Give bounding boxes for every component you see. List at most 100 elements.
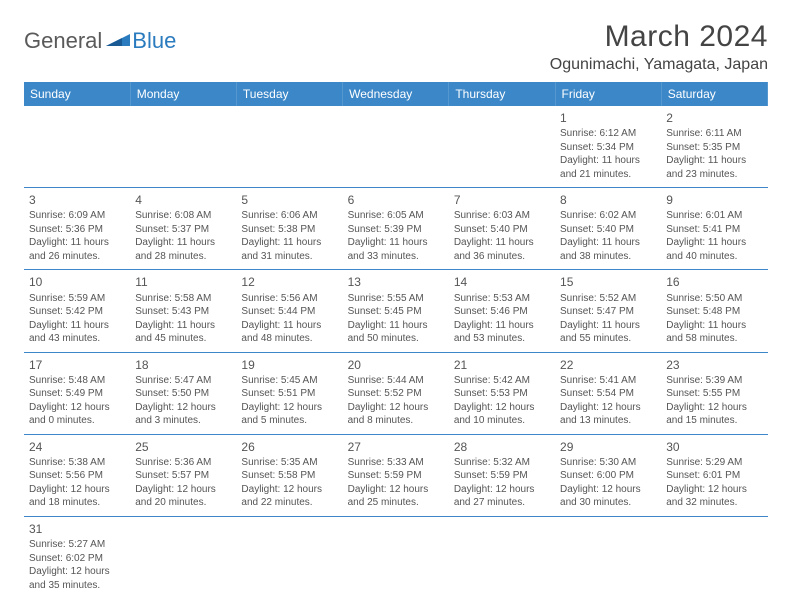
sunset-line: Sunset: 5:59 PM	[348, 469, 444, 483]
calendar-cell: 12 Sunrise: 5:56 AMSunset: 5:44 PMDayligh…	[236, 270, 342, 352]
day-number: 6	[348, 192, 444, 208]
daylight-line: Daylight: 11 hours and 36 minutes.	[454, 236, 550, 263]
page-header: General Blue March 2024 Ogunimachi, Yama…	[24, 20, 768, 74]
daylight-line: Daylight: 12 hours and 27 minutes.	[454, 483, 550, 510]
day-number: 16	[666, 274, 762, 290]
calendar-cell-empty	[343, 106, 449, 188]
calendar-cell-empty	[661, 516, 767, 598]
day-number: 13	[348, 274, 444, 290]
day-number: 8	[560, 192, 656, 208]
sunrise-line: Sunrise: 5:56 AM	[241, 292, 337, 306]
sunset-line: Sunset: 5:57 PM	[135, 469, 231, 483]
sunrise-line: Sunrise: 6:12 AM	[560, 127, 656, 141]
calendar-body: 1Sunrise: 6:12 AMSunset: 5:34 PMDaylight…	[24, 106, 768, 598]
daylight-line: Daylight: 11 hours and 40 minutes.	[666, 236, 762, 263]
sunset-line: Sunset: 5:38 PM	[241, 223, 337, 237]
day-number: 4	[135, 192, 231, 208]
sunset-line: Sunset: 5:59 PM	[454, 469, 550, 483]
daylight-line: Daylight: 12 hours and 25 minutes.	[348, 483, 444, 510]
calendar-cell: 30Sunrise: 5:29 AMSunset: 6:01 PMDayligh…	[661, 434, 767, 516]
daylight-line: Daylight: 11 hours and 50 minutes.	[348, 319, 444, 346]
day-number: 15	[560, 274, 656, 290]
day-number: 1	[560, 110, 656, 126]
day-number: 20	[348, 357, 444, 373]
calendar-cell: 2Sunrise: 6:11 AMSunset: 5:35 PMDaylight…	[661, 106, 767, 188]
sunset-line: Sunset: 5:35 PM	[666, 141, 762, 155]
calendar-cell: 5Sunrise: 6:06 AMSunset: 5:38 PMDaylight…	[236, 188, 342, 270]
day-number: 14	[454, 274, 550, 290]
calendar-cell: 19Sunrise: 5:45 AMSunset: 5:51 PMDayligh…	[236, 352, 342, 434]
sunset-line: Sunset: 5:49 PM	[29, 387, 125, 401]
calendar-cell: 4Sunrise: 6:08 AMSunset: 5:37 PMDaylight…	[130, 188, 236, 270]
day-number: 31	[29, 521, 125, 537]
sunset-line: Sunset: 6:01 PM	[666, 469, 762, 483]
sunrise-line: Sunrise: 6:01 AM	[666, 209, 762, 223]
sunrise-line: Sunrise: 5:52 AM	[560, 292, 656, 306]
daylight-line: Daylight: 11 hours and 48 minutes.	[241, 319, 337, 346]
sunrise-line: Sunrise: 5:50 AM	[666, 292, 762, 306]
daylight-line: Daylight: 11 hours and 53 minutes.	[454, 319, 550, 346]
month-title: March 2024	[550, 20, 768, 54]
calendar-cell: 22Sunrise: 5:41 AMSunset: 5:54 PMDayligh…	[555, 352, 661, 434]
calendar-header-cell: Tuesday	[236, 82, 342, 106]
calendar-cell: 28Sunrise: 5:32 AMSunset: 5:59 PMDayligh…	[449, 434, 555, 516]
daylight-line: Daylight: 12 hours and 10 minutes.	[454, 401, 550, 428]
calendar-cell-empty	[449, 516, 555, 598]
sunrise-line: Sunrise: 5:44 AM	[348, 374, 444, 388]
sunset-line: Sunset: 5:52 PM	[348, 387, 444, 401]
sunset-line: Sunset: 5:39 PM	[348, 223, 444, 237]
day-number: 10	[29, 274, 125, 290]
calendar-cell: 3Sunrise: 6:09 AMSunset: 5:36 PMDaylight…	[24, 188, 130, 270]
sunset-line: Sunset: 5:54 PM	[560, 387, 656, 401]
daylight-line: Daylight: 12 hours and 3 minutes.	[135, 401, 231, 428]
daylight-line: Daylight: 12 hours and 18 minutes.	[29, 483, 125, 510]
daylight-line: Daylight: 12 hours and 8 minutes.	[348, 401, 444, 428]
sunset-line: Sunset: 5:37 PM	[135, 223, 231, 237]
calendar-cell-empty	[555, 516, 661, 598]
sunset-line: Sunset: 5:40 PM	[560, 223, 656, 237]
sunrise-line: Sunrise: 5:41 AM	[560, 374, 656, 388]
sunrise-line: Sunrise: 6:02 AM	[560, 209, 656, 223]
day-number: 29	[560, 439, 656, 455]
daylight-line: Daylight: 11 hours and 43 minutes.	[29, 319, 125, 346]
calendar-row: 3Sunrise: 6:09 AMSunset: 5:36 PMDaylight…	[24, 188, 768, 270]
sunrise-line: Sunrise: 5:42 AM	[454, 374, 550, 388]
sunset-line: Sunset: 5:45 PM	[348, 305, 444, 319]
daylight-line: Daylight: 12 hours and 0 minutes.	[29, 401, 125, 428]
sunset-line: Sunset: 5:51 PM	[241, 387, 337, 401]
calendar-header-row: SundayMondayTuesdayWednesdayThursdayFrid…	[24, 82, 768, 106]
sunrise-line: Sunrise: 5:30 AM	[560, 456, 656, 470]
daylight-line: Daylight: 11 hours and 21 minutes.	[560, 154, 656, 181]
calendar-cell: 31Sunrise: 5:27 AMSunset: 6:02 PMDayligh…	[24, 516, 130, 598]
daylight-line: Daylight: 11 hours and 31 minutes.	[241, 236, 337, 263]
day-number: 28	[454, 439, 550, 455]
sunrise-line: Sunrise: 6:09 AM	[29, 209, 125, 223]
day-number: 9	[666, 192, 762, 208]
day-number: 12	[241, 274, 337, 290]
day-number: 11	[135, 274, 231, 290]
day-number: 19	[241, 357, 337, 373]
sunrise-line: Sunrise: 5:32 AM	[454, 456, 550, 470]
calendar-row: 31Sunrise: 5:27 AMSunset: 6:02 PMDayligh…	[24, 516, 768, 598]
daylight-line: Daylight: 11 hours and 45 minutes.	[135, 319, 231, 346]
day-number: 17	[29, 357, 125, 373]
calendar-header-cell: Wednesday	[343, 82, 449, 106]
calendar-cell-empty	[449, 106, 555, 188]
location: Ogunimachi, Yamagata, Japan	[550, 56, 768, 74]
sunrise-line: Sunrise: 5:59 AM	[29, 292, 125, 306]
calendar-cell: 16Sunrise: 5:50 AMSunset: 5:48 PMDayligh…	[661, 270, 767, 352]
sunset-line: Sunset: 5:58 PM	[241, 469, 337, 483]
calendar-header-cell: Saturday	[661, 82, 767, 106]
day-number: 25	[135, 439, 231, 455]
daylight-line: Daylight: 11 hours and 58 minutes.	[666, 319, 762, 346]
daylight-line: Daylight: 11 hours and 33 minutes.	[348, 236, 444, 263]
sunset-line: Sunset: 5:44 PM	[241, 305, 337, 319]
calendar-cell: 1Sunrise: 6:12 AMSunset: 5:34 PMDaylight…	[555, 106, 661, 188]
calendar-header-cell: Thursday	[449, 82, 555, 106]
day-number: 26	[241, 439, 337, 455]
calendar-cell: 18Sunrise: 5:47 AMSunset: 5:50 PMDayligh…	[130, 352, 236, 434]
sunrise-line: Sunrise: 5:47 AM	[135, 374, 231, 388]
calendar-cell: 14Sunrise: 5:53 AMSunset: 5:46 PMDayligh…	[449, 270, 555, 352]
sunrise-line: Sunrise: 5:45 AM	[241, 374, 337, 388]
calendar-cell: 24Sunrise: 5:38 AMSunset: 5:56 PMDayligh…	[24, 434, 130, 516]
